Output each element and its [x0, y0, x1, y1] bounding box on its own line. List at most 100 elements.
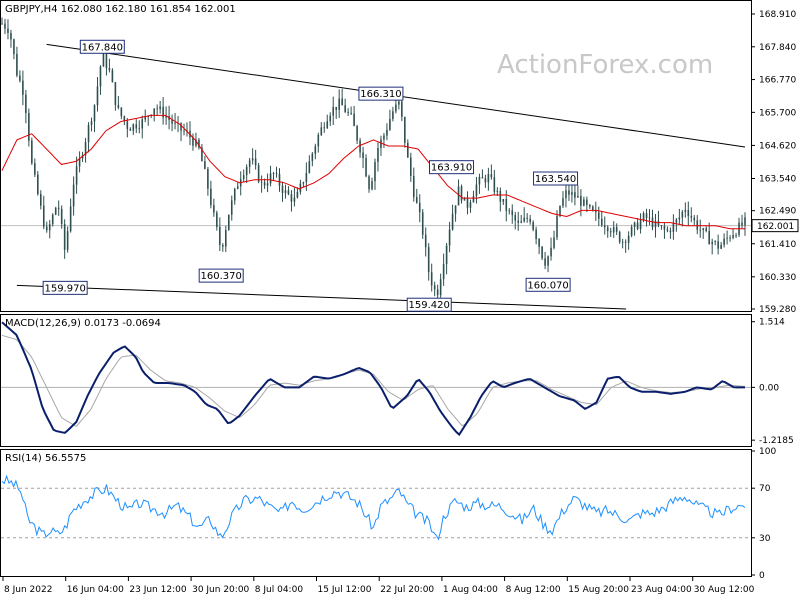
candle-body	[445, 245, 448, 265]
swing-label-box	[533, 171, 579, 186]
candle-body	[651, 217, 654, 228]
candle-body	[568, 190, 570, 195]
candle-body	[224, 230, 227, 247]
candle-body	[207, 168, 209, 189]
watermark: ActionForex.com	[497, 50, 713, 80]
candle-body	[436, 289, 439, 296]
candle-body	[210, 188, 212, 206]
candle-body	[48, 224, 51, 231]
candle-body	[624, 241, 627, 243]
candle-body	[90, 121, 93, 125]
candle-body	[54, 207, 57, 215]
candle-body	[290, 194, 293, 202]
candle-body	[520, 221, 523, 223]
candle-body	[690, 216, 693, 218]
time-tick-label: 22 Jul 20:00	[380, 585, 434, 595]
candle-body	[356, 126, 358, 141]
candle-body	[681, 211, 684, 218]
candle-body	[478, 176, 481, 185]
candle-body	[696, 220, 699, 230]
candle-body	[105, 52, 108, 69]
candle-body	[278, 174, 281, 186]
macd-header: MACD(12,26,9) 0.0173 -0.0694	[5, 318, 161, 329]
candle-body	[96, 86, 99, 106]
candle-body	[141, 119, 144, 129]
swing-label-box	[358, 86, 404, 101]
candle-body	[639, 220, 642, 229]
candle-body	[281, 185, 284, 193]
candle-body	[123, 116, 126, 122]
price-layer: 167.840 159.970 160.370 166.310 159.420 163.9…	[1, 17, 751, 312]
candle-body	[350, 112, 352, 114]
swing-label: 160.070	[527, 280, 568, 291]
candle-body	[544, 258, 546, 266]
candle-body	[687, 209, 690, 217]
time-tick-label: 15 Aug 20:00	[568, 585, 629, 595]
swing-label-box	[42, 280, 88, 295]
candle-body	[550, 247, 552, 257]
price-tick-label: 163.540	[759, 175, 796, 185]
candle-body	[39, 194, 42, 206]
candle-body	[353, 113, 355, 127]
candle-body	[260, 181, 263, 183]
candle-body	[401, 101, 403, 117]
time-tick-label: 30 Aug 12:00	[694, 585, 755, 595]
candle-body	[374, 161, 376, 182]
candle-body	[457, 186, 460, 206]
candle-body	[424, 234, 427, 248]
candle-body	[395, 104, 397, 112]
candle-body	[621, 241, 624, 243]
swing-label: 160.370	[201, 271, 242, 282]
candle-body	[272, 173, 275, 175]
candle-body	[726, 237, 728, 239]
candle-body	[284, 190, 287, 193]
candle-body	[287, 190, 290, 195]
candle-body	[615, 227, 618, 232]
candle-body	[248, 160, 251, 167]
candle-body	[320, 127, 323, 135]
candle-body	[114, 82, 117, 105]
candle-body	[460, 186, 463, 201]
candle-body	[93, 105, 96, 122]
candle-body	[448, 229, 451, 246]
candle-body	[51, 214, 54, 225]
candle-body	[19, 75, 21, 81]
macd-layer	[1, 321, 751, 437]
candle-body	[323, 127, 326, 129]
candle-body	[672, 222, 675, 232]
candle-body	[490, 174, 493, 178]
candle-body	[192, 137, 194, 146]
candle-body	[729, 237, 731, 239]
candle-body	[612, 227, 615, 233]
candle-body	[409, 157, 412, 176]
candle-body	[156, 108, 158, 110]
candle-body	[526, 217, 528, 219]
candle-body	[574, 192, 576, 198]
candle-body	[213, 205, 215, 213]
candle-body	[532, 222, 534, 230]
candle-body	[195, 139, 197, 146]
candle-body	[430, 272, 433, 286]
candle-body	[380, 139, 382, 148]
rsi-panel-frame	[0, 449, 752, 577]
candle-body	[162, 106, 164, 118]
candle-body	[481, 176, 484, 179]
candle-body	[126, 121, 129, 129]
candle-body	[451, 213, 454, 230]
candle-body	[597, 212, 600, 219]
candle-body	[547, 256, 549, 266]
candle-body	[618, 231, 621, 243]
rsi-tick-label: 30	[759, 534, 771, 544]
macd-line	[1, 321, 745, 437]
time-tick-label: 1 Aug 04:00	[443, 585, 498, 595]
candle-body	[433, 285, 436, 290]
rsi-line	[1, 474, 746, 541]
time-tick-label: 8 Jul 04:00	[255, 585, 304, 595]
candle-body	[365, 158, 367, 177]
candle-body	[302, 182, 305, 184]
candle-body	[600, 218, 603, 226]
candle-body	[25, 94, 27, 114]
candle-body	[362, 152, 364, 159]
time-tick-label: 30 Jun 20:00	[192, 585, 249, 595]
candle-body	[174, 122, 176, 124]
